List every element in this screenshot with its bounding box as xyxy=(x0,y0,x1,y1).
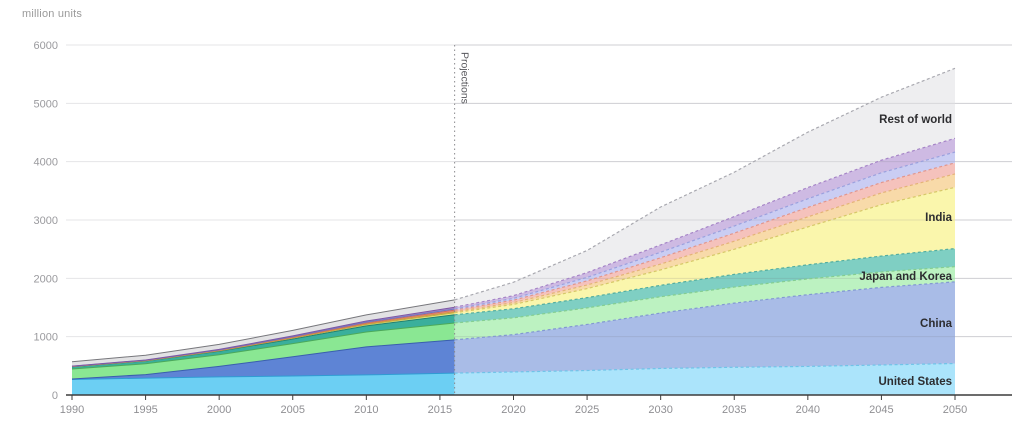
boundary-india-projection xyxy=(454,186,956,314)
boundary-china-historical xyxy=(71,339,455,380)
boundary-united-states-projection xyxy=(454,362,956,374)
area-rest-of-world-projection xyxy=(454,68,955,308)
x-tick-label-2040: 2040 xyxy=(796,404,820,416)
area-japan-and-korea-historical xyxy=(72,322,455,379)
y-tick-label-4000: 4000 xyxy=(34,157,58,169)
x-tick-label-2000: 2000 xyxy=(207,404,231,416)
boundary-unlabeled-purple-projection xyxy=(454,137,956,308)
x-tick-label-1995: 1995 xyxy=(133,404,157,416)
y-tick-label-2000: 2000 xyxy=(34,273,58,285)
x-tick-label-2020: 2020 xyxy=(501,404,525,416)
area-united-states-historical xyxy=(72,373,455,395)
boundary-united-states-historical xyxy=(71,372,455,381)
projections-label: Projections xyxy=(459,52,471,104)
x-tick-label-2030: 2030 xyxy=(648,404,672,416)
y-tick-label-1000: 1000 xyxy=(34,332,58,344)
y-tick-label-3000: 3000 xyxy=(34,215,58,227)
boundary-japan-and-korea-historical xyxy=(71,322,455,370)
series-label-china: China xyxy=(920,318,953,330)
area-india-projection xyxy=(454,187,955,315)
y-tick-label-5000: 5000 xyxy=(34,98,58,110)
area-united-states-projection xyxy=(454,363,955,395)
boundary-rest-of-world-historical xyxy=(71,299,455,363)
series-label-japan-and-korea: Japan and Korea xyxy=(859,271,952,283)
y-axis-units-label: million units xyxy=(22,8,83,20)
x-tick-label-2050: 2050 xyxy=(943,404,967,416)
x-tick-label-2015: 2015 xyxy=(428,404,452,416)
boundary-unlabeled-pink-projection xyxy=(454,162,956,311)
series-label-united-states: United States xyxy=(879,376,953,388)
x-tick-label-2045: 2045 xyxy=(869,404,893,416)
x-tick-label-2025: 2025 xyxy=(575,404,599,416)
series-label-india: India xyxy=(925,212,952,224)
area-japan-and-korea-projection xyxy=(454,266,955,340)
area-unlabeled-periwinkle-projection xyxy=(454,152,955,311)
series-label-rest-of-world: Rest of world xyxy=(879,114,952,126)
area-china-projection xyxy=(454,281,955,374)
x-tick-label-2005: 2005 xyxy=(281,404,305,416)
area-unlabeled-orange-projection xyxy=(454,173,955,313)
x-tick-label-2010: 2010 xyxy=(354,404,378,416)
x-tick-label-2035: 2035 xyxy=(722,404,746,416)
y-tick-label-6000: 6000 xyxy=(34,40,58,52)
boundary-china-projection xyxy=(454,281,956,341)
boundary-unlabeled-purple-historical xyxy=(71,306,455,367)
boundary-unlabeled-periwinkle-projection xyxy=(454,151,956,310)
boundary-unlabeled-teal-projection xyxy=(454,247,956,316)
boundary-japan-and-korea-projection xyxy=(454,266,956,324)
area-unlabeled-purple-projection xyxy=(454,138,955,309)
y-tick-label-0: 0 xyxy=(52,390,58,402)
x-tick-label-1990: 1990 xyxy=(60,404,84,416)
boundary-unlabeled-orange-projection xyxy=(454,173,956,313)
area-china-historical xyxy=(72,339,455,380)
area-unlabeled-teal-historical xyxy=(72,314,455,370)
area-unlabeled-teal-projection xyxy=(454,248,955,323)
